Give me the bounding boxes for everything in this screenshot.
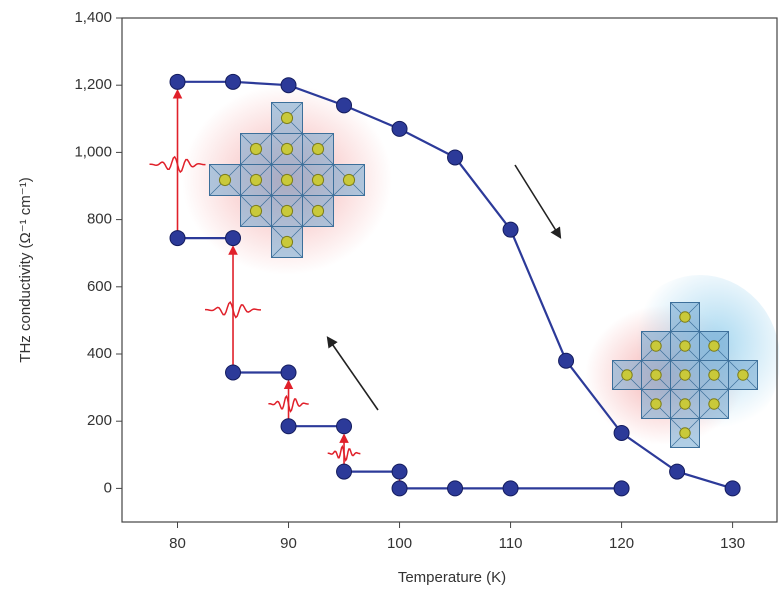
- chart: Temperature (K) THz conductivity (Ω⁻¹ cm…: [0, 0, 779, 588]
- data-point: [503, 222, 518, 237]
- crystal-atom: [281, 236, 292, 247]
- direction-arrow: [515, 165, 560, 237]
- y-tick-label: 1,000: [74, 143, 112, 160]
- y-tick-label: 600: [87, 278, 112, 295]
- crystal-atom: [281, 143, 292, 154]
- data-point: [281, 419, 296, 434]
- y-tick-label: 0: [104, 479, 112, 496]
- data-point: [337, 464, 352, 479]
- x-tick-label: 100: [387, 535, 412, 552]
- crystal-atom: [312, 143, 323, 154]
- crystal-atom: [680, 428, 690, 438]
- crystal-atom: [281, 205, 292, 216]
- data-point: [392, 481, 407, 496]
- crystal-atom: [651, 370, 661, 380]
- x-tick-label: 120: [609, 535, 634, 552]
- crystal-atom: [281, 112, 292, 123]
- data-point: [281, 365, 296, 380]
- decorations: [182, 85, 779, 448]
- data-point: [170, 231, 185, 246]
- y-tick-label: 1,400: [74, 9, 112, 26]
- data-point: [392, 121, 407, 136]
- crystal-atom: [651, 341, 661, 351]
- crystal-atom: [281, 174, 292, 185]
- data-point: [170, 74, 185, 89]
- y-tick-label: 200: [87, 412, 112, 429]
- crystal-atom: [250, 143, 261, 154]
- data-point: [448, 481, 463, 496]
- data-point: [614, 425, 629, 440]
- crystal-atom: [250, 205, 261, 216]
- data-point: [725, 481, 740, 496]
- y-tick-label: 1,200: [74, 76, 112, 93]
- crystal-atom: [680, 399, 690, 409]
- crystal-atom: [250, 174, 261, 185]
- crystal-atom: [312, 174, 323, 185]
- x-tick-label: 90: [280, 535, 297, 552]
- data-point: [337, 98, 352, 113]
- crystal-atom: [219, 174, 230, 185]
- y-axis-label: THz conductivity (Ω⁻¹ cm⁻¹): [17, 177, 34, 362]
- direction-arrow: [328, 338, 378, 410]
- y-tick-label: 800: [87, 211, 112, 228]
- data-point: [337, 419, 352, 434]
- x-tick-label: 80: [169, 535, 186, 552]
- crystal-atom: [680, 370, 690, 380]
- y-tick-label: 400: [87, 345, 112, 362]
- data-point: [503, 481, 518, 496]
- data-point: [392, 464, 407, 479]
- data-point: [226, 365, 241, 380]
- data-point: [281, 78, 296, 93]
- crystal-atom: [680, 341, 690, 351]
- data-point: [670, 464, 685, 479]
- crystal-atom: [709, 341, 719, 351]
- data-point: [226, 231, 241, 246]
- crystal-atom: [622, 370, 632, 380]
- x-tick-label: 110: [499, 535, 523, 552]
- data-point: [226, 74, 241, 89]
- crystal-atom: [312, 205, 323, 216]
- crystal-atom: [709, 370, 719, 380]
- crystal-atom: [680, 312, 690, 322]
- crystal-atom: [738, 370, 748, 380]
- data-point: [448, 150, 463, 165]
- x-axis-label: Temperature (K): [398, 569, 506, 586]
- crystal-atom: [709, 399, 719, 409]
- crystal-atom: [343, 174, 354, 185]
- crystal-atom: [651, 399, 661, 409]
- data-point: [614, 481, 629, 496]
- x-tick-label: 130: [720, 535, 745, 552]
- series-line: [178, 238, 622, 488]
- data-point: [559, 353, 574, 368]
